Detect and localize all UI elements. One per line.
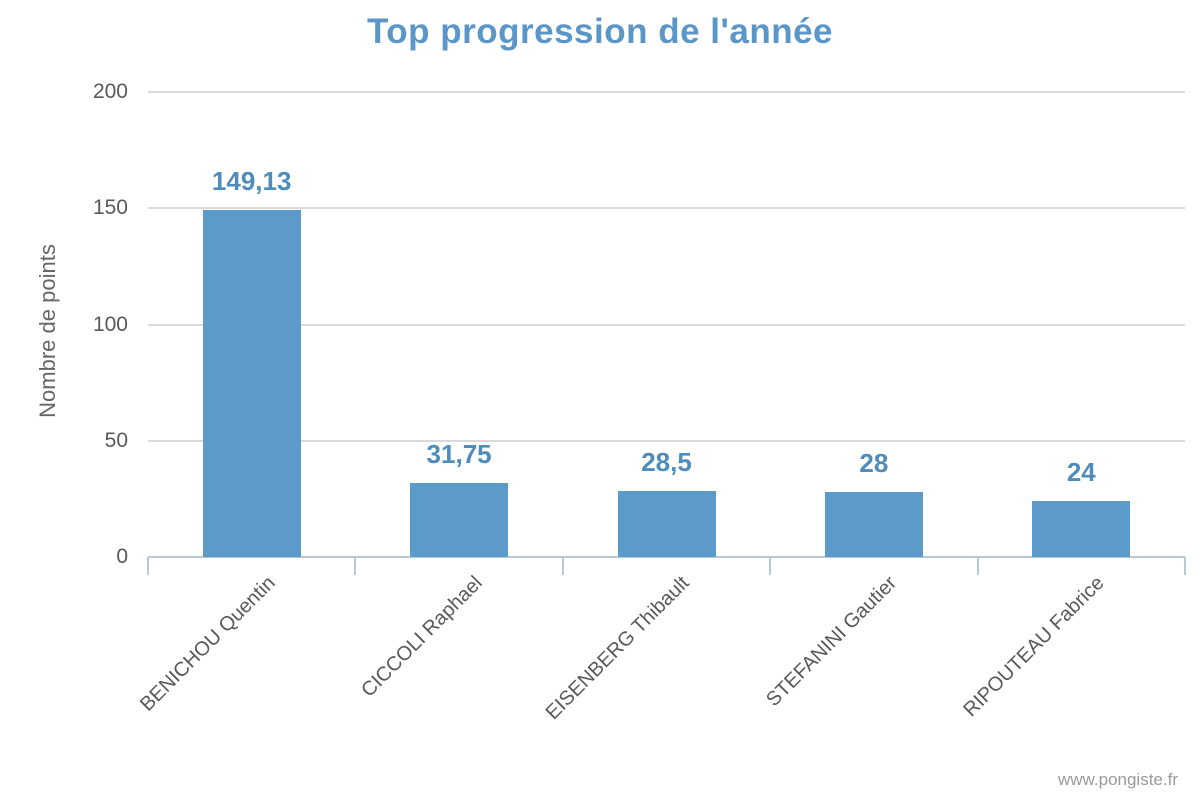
gridline	[148, 91, 1185, 93]
footer-watermark: www.pongiste.fr	[1058, 770, 1178, 789]
x-axis-tick	[354, 557, 357, 575]
gridline	[148, 207, 1185, 210]
bar-value-label: 24	[1066, 457, 1096, 488]
gridline	[148, 439, 1185, 442]
gridline	[148, 323, 1185, 326]
x-category-label: RIPOUTEAU Fabrice	[959, 572, 1109, 722]
x-axis-tick	[561, 557, 564, 575]
x-axis-tick	[1184, 557, 1186, 575]
bar-value-label: 149,13	[211, 166, 292, 197]
bar	[824, 491, 923, 557]
bar-value-label: 28	[859, 447, 889, 478]
y-tick-label: 150	[92, 196, 128, 220]
x-category-label: EISENBERG Thibault	[541, 572, 695, 725]
bar	[617, 490, 716, 557]
x-category-label: STEFANINI Gautier	[762, 572, 902, 711]
x-category-label: BENICHOU Quentin	[135, 572, 280, 716]
bar-value-label: 28,5	[641, 446, 692, 477]
x-axis-tick	[147, 557, 149, 575]
x-axis-line	[148, 556, 1185, 558]
bar-value-label: 31,75	[426, 439, 492, 470]
x-axis-tick	[976, 557, 979, 575]
bar	[202, 210, 301, 557]
bar	[1032, 501, 1131, 557]
x-axis-tick	[769, 557, 772, 575]
y-tick-label: 50	[104, 428, 128, 452]
chart-title: Top progression de l'année	[366, 12, 834, 51]
bar	[410, 483, 509, 557]
y-tick-label: 0	[116, 545, 128, 568]
y-tick-label: 100	[92, 312, 128, 336]
y-tick-label: 200	[92, 80, 128, 103]
x-category-label: CICCOLI Raphael	[357, 572, 487, 702]
